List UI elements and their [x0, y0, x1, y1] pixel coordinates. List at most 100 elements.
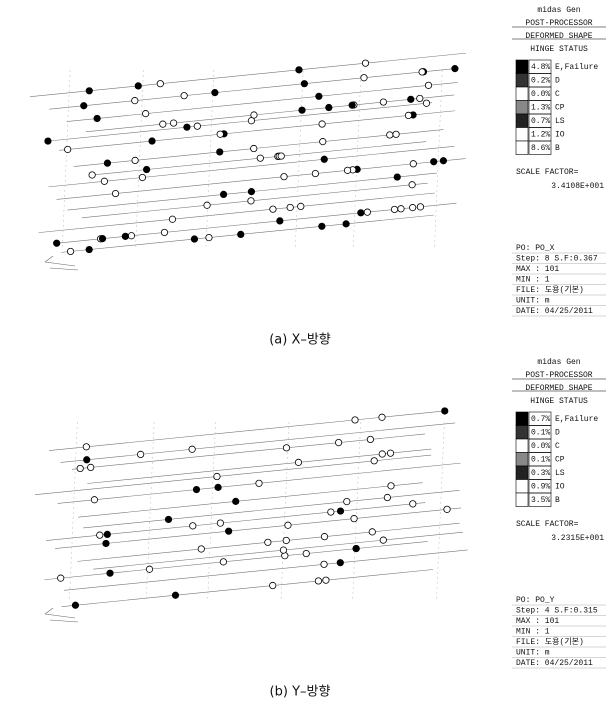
hinge: [270, 582, 276, 588]
legend-percent: 4.8%: [531, 63, 550, 72]
hinge: [337, 560, 343, 566]
caption: (a) X–방향: [269, 333, 331, 348]
legend-status: C: [555, 442, 560, 451]
axis-icon: [45, 608, 78, 622]
hinge: [442, 408, 448, 414]
hinge: [215, 484, 221, 490]
hinge: [91, 497, 97, 503]
frame-line: [78, 483, 423, 517]
hinge: [83, 444, 89, 450]
hinge: [104, 531, 110, 537]
hinge: [319, 223, 325, 229]
hinge: [299, 107, 305, 113]
hinge: [189, 446, 195, 452]
legend-swatch: [516, 466, 528, 480]
hinge: [248, 188, 254, 194]
hinge: [45, 138, 51, 144]
hinge: [165, 516, 171, 522]
hinge: [379, 451, 385, 457]
legend-header: DEFORMED SHAPE: [525, 32, 592, 41]
hinge: [139, 174, 145, 180]
hinge: [387, 132, 393, 138]
legend-status: D: [555, 77, 560, 86]
hinge: [380, 99, 386, 105]
hinge: [319, 121, 325, 127]
frame-line: [61, 215, 434, 252]
hinge: [296, 67, 302, 73]
legend-percent: 0.0%: [531, 90, 550, 99]
hinge: [220, 559, 226, 565]
hinge: [351, 515, 357, 521]
hinge: [393, 131, 399, 137]
frame-line: [67, 82, 458, 121]
hinge: [86, 246, 92, 252]
hinge: [184, 124, 190, 130]
legend-percent: 0.1%: [531, 456, 550, 465]
hinge: [295, 459, 301, 465]
hinge: [326, 104, 332, 110]
scale-value: 3.4108E+001: [551, 182, 604, 191]
legend-swatch: [516, 60, 528, 74]
hinge: [409, 182, 415, 188]
hinge: [217, 131, 223, 137]
hinge: [112, 190, 118, 196]
hinge: [362, 60, 368, 66]
legend-swatch: [516, 480, 528, 494]
hinge: [212, 89, 218, 95]
legend-swatch: [516, 101, 528, 115]
legend-header: midas Gen: [537, 6, 580, 15]
legend-status: D: [555, 429, 560, 438]
legend-swatch: [516, 141, 528, 155]
hinge: [410, 161, 416, 167]
hinge: [217, 520, 223, 526]
hinge: [142, 110, 148, 116]
hinge: [391, 206, 397, 212]
hinge: [344, 498, 350, 504]
legend-info: FILE: 도용(기본): [516, 285, 584, 295]
frame-line: [46, 103, 432, 142]
hinge: [103, 540, 109, 546]
hinge: [58, 575, 64, 581]
hinge: [320, 138, 326, 144]
frame-line: [48, 146, 454, 187]
hinge: [81, 103, 87, 109]
hinge: [132, 97, 138, 103]
hinge: [157, 81, 163, 87]
legend-status: E,Failure: [555, 415, 598, 424]
legend-percent: 0.0%: [531, 442, 550, 451]
hinge: [316, 93, 322, 99]
frame-line: [82, 183, 428, 218]
legend-status: CP: [555, 456, 565, 465]
hinge: [172, 592, 178, 598]
frame-line: [64, 550, 468, 590]
hinge: [425, 82, 431, 88]
legend-swatch: [516, 493, 528, 507]
hinge: [287, 204, 293, 210]
legend-percent: 1.2%: [531, 131, 550, 140]
hinge: [312, 170, 318, 176]
frame-column: [146, 422, 154, 602]
hinge: [323, 577, 329, 583]
hinge: [369, 529, 375, 535]
hinge: [408, 96, 414, 102]
hinge: [251, 145, 257, 151]
legend-swatch: [516, 128, 528, 142]
hinge: [444, 506, 450, 512]
legend-swatch: [516, 74, 528, 88]
legend-percent: 0.7%: [531, 117, 550, 126]
hinge: [280, 547, 286, 553]
hinge: [394, 174, 400, 180]
hinge: [169, 216, 175, 222]
hinge: [337, 508, 343, 514]
legend-info: MIN : 1: [516, 276, 550, 285]
legend-percent: 0.1%: [531, 429, 550, 438]
hinge: [128, 233, 134, 239]
frame-line: [30, 53, 466, 97]
hinge: [220, 191, 226, 197]
legend-info: DATE: 04/25/2011: [516, 307, 593, 316]
caption: (b) Y–방향: [270, 685, 331, 700]
hinge: [122, 233, 128, 239]
hinge: [270, 206, 276, 212]
frame-column: [436, 422, 444, 602]
hinge: [53, 240, 59, 246]
